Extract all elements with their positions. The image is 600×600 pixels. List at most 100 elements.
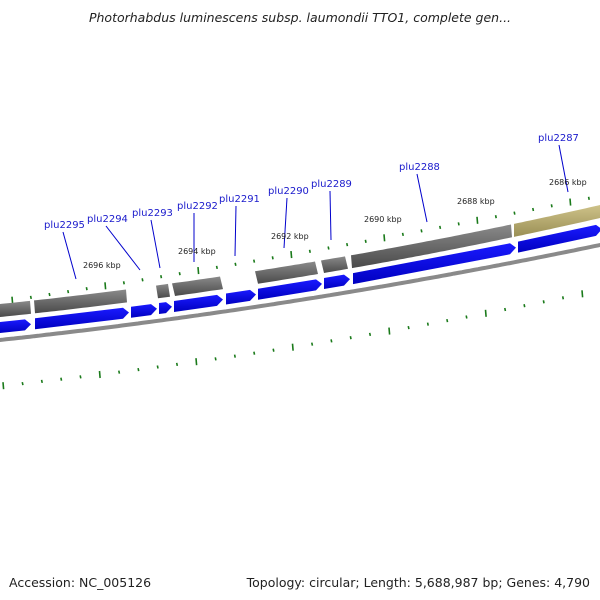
inner-tick (484, 309, 487, 317)
outer-tick-row (11, 196, 590, 304)
inner-tick (291, 343, 294, 351)
gene-block (321, 256, 348, 273)
cds-arrow (0, 319, 31, 333)
leader-line (62, 231, 77, 280)
inner-tick (504, 307, 507, 312)
leader-line (416, 173, 428, 223)
inner-tick (388, 327, 391, 335)
gene-label-plu2287: plu2287 (538, 133, 579, 144)
coordinate-label: 2692 kbp (271, 232, 309, 241)
outer-tick (290, 251, 293, 259)
gene-track (0, 205, 600, 317)
outer-tick (550, 204, 553, 208)
leader-lines (62, 144, 569, 280)
coordinate-label: 2690 kbp (364, 215, 402, 224)
coordinate-label: 2696 kbp (83, 261, 121, 270)
cds-arrow (174, 294, 223, 312)
inner-tick (330, 339, 333, 343)
outer-tick (215, 265, 218, 270)
cds-arrow (35, 307, 129, 330)
genome-backbone (0, 242, 600, 343)
outer-tick (11, 296, 14, 304)
inner-tick (581, 290, 584, 298)
gene-block (34, 289, 127, 314)
inner-tick (426, 322, 429, 326)
inner-tick-row (2, 290, 584, 390)
outer-tick (346, 242, 349, 247)
inner-tick (98, 370, 101, 379)
leader-line (283, 197, 288, 249)
outer-tick (383, 234, 386, 242)
gene-label-plu2294: plu2294 (87, 214, 128, 225)
inner-tick (542, 300, 545, 304)
inner-tick (446, 318, 449, 323)
outer-tick (587, 196, 590, 200)
outer-tick (122, 281, 125, 285)
coordinate-label: 2688 kbp (457, 197, 495, 206)
cds-arrow-track (0, 224, 600, 333)
gene-label-plu2293: plu2293 (132, 208, 173, 219)
inner-tick (561, 296, 565, 300)
outer-tick (439, 225, 442, 230)
outer-tick (253, 259, 256, 263)
coordinate-label: 2694 kbp (178, 247, 216, 256)
accession-text: Accession: NC_005126 (9, 575, 152, 590)
outer-tick (29, 295, 32, 300)
inner-tick (21, 381, 24, 386)
outer-tick (513, 211, 516, 215)
gene-block (172, 276, 223, 296)
outer-tick (141, 278, 144, 282)
outer-tick (48, 292, 51, 297)
topology-summary: Topology: circular; Length: 5,688,987 bp… (246, 575, 590, 590)
inner-tick (137, 367, 140, 372)
outer-tick (67, 289, 70, 294)
coordinate-label: 2686 kbp (549, 178, 587, 187)
gene-block (351, 224, 512, 269)
inner-tick (407, 325, 410, 330)
gene-block (156, 283, 170, 299)
cds-arrow (131, 304, 157, 318)
outer-tick (364, 239, 367, 243)
gene-label-plu2295: plu2295 (44, 220, 85, 231)
cds-arrow (258, 279, 322, 300)
gene-label-plu2291: plu2291 (219, 194, 260, 205)
outer-tick (401, 232, 404, 237)
outer-tick (271, 256, 274, 260)
cds-arrow (226, 289, 256, 305)
gene-labels: plu2295 plu2294 plu2293 plu2292 plu2291 … (44, 133, 579, 231)
inner-tick (349, 336, 352, 340)
outer-tick (234, 262, 237, 266)
cds-arrow (353, 243, 516, 285)
inner-tick (465, 315, 468, 319)
cds-arrow (324, 274, 350, 289)
outer-tick (494, 215, 497, 219)
outer-tick (457, 222, 460, 226)
gene-block (255, 261, 318, 284)
leader-line (105, 225, 141, 271)
outer-tick (420, 229, 423, 233)
cds-arrow (518, 224, 600, 253)
inner-tick (214, 357, 217, 361)
inner-tick (175, 362, 179, 367)
leader-line (558, 144, 569, 193)
gene-label-plu2289: plu2289 (311, 179, 352, 190)
outer-tick (327, 246, 330, 250)
inner-tick (195, 358, 198, 366)
inner-tick (79, 375, 82, 379)
inner-tick (311, 342, 314, 346)
gene-label-plu2292: plu2292 (177, 201, 218, 212)
outer-tick (160, 275, 163, 279)
inner-tick (272, 348, 275, 352)
outer-tick (85, 287, 88, 291)
leader-line (234, 205, 237, 257)
map-title: Photorhabdus luminescens subsp. laumondi… (88, 10, 512, 25)
gene-block (0, 300, 31, 317)
outer-tick (197, 267, 200, 275)
outer-tick (308, 249, 311, 253)
outer-tick (104, 282, 107, 290)
inner-tick (233, 354, 236, 358)
leader-line (150, 219, 161, 269)
coordinate-labels: 2696 kbp 2694 kbp 2692 kbp 2690 kbp 2688… (83, 178, 587, 270)
outer-tick (532, 207, 535, 212)
